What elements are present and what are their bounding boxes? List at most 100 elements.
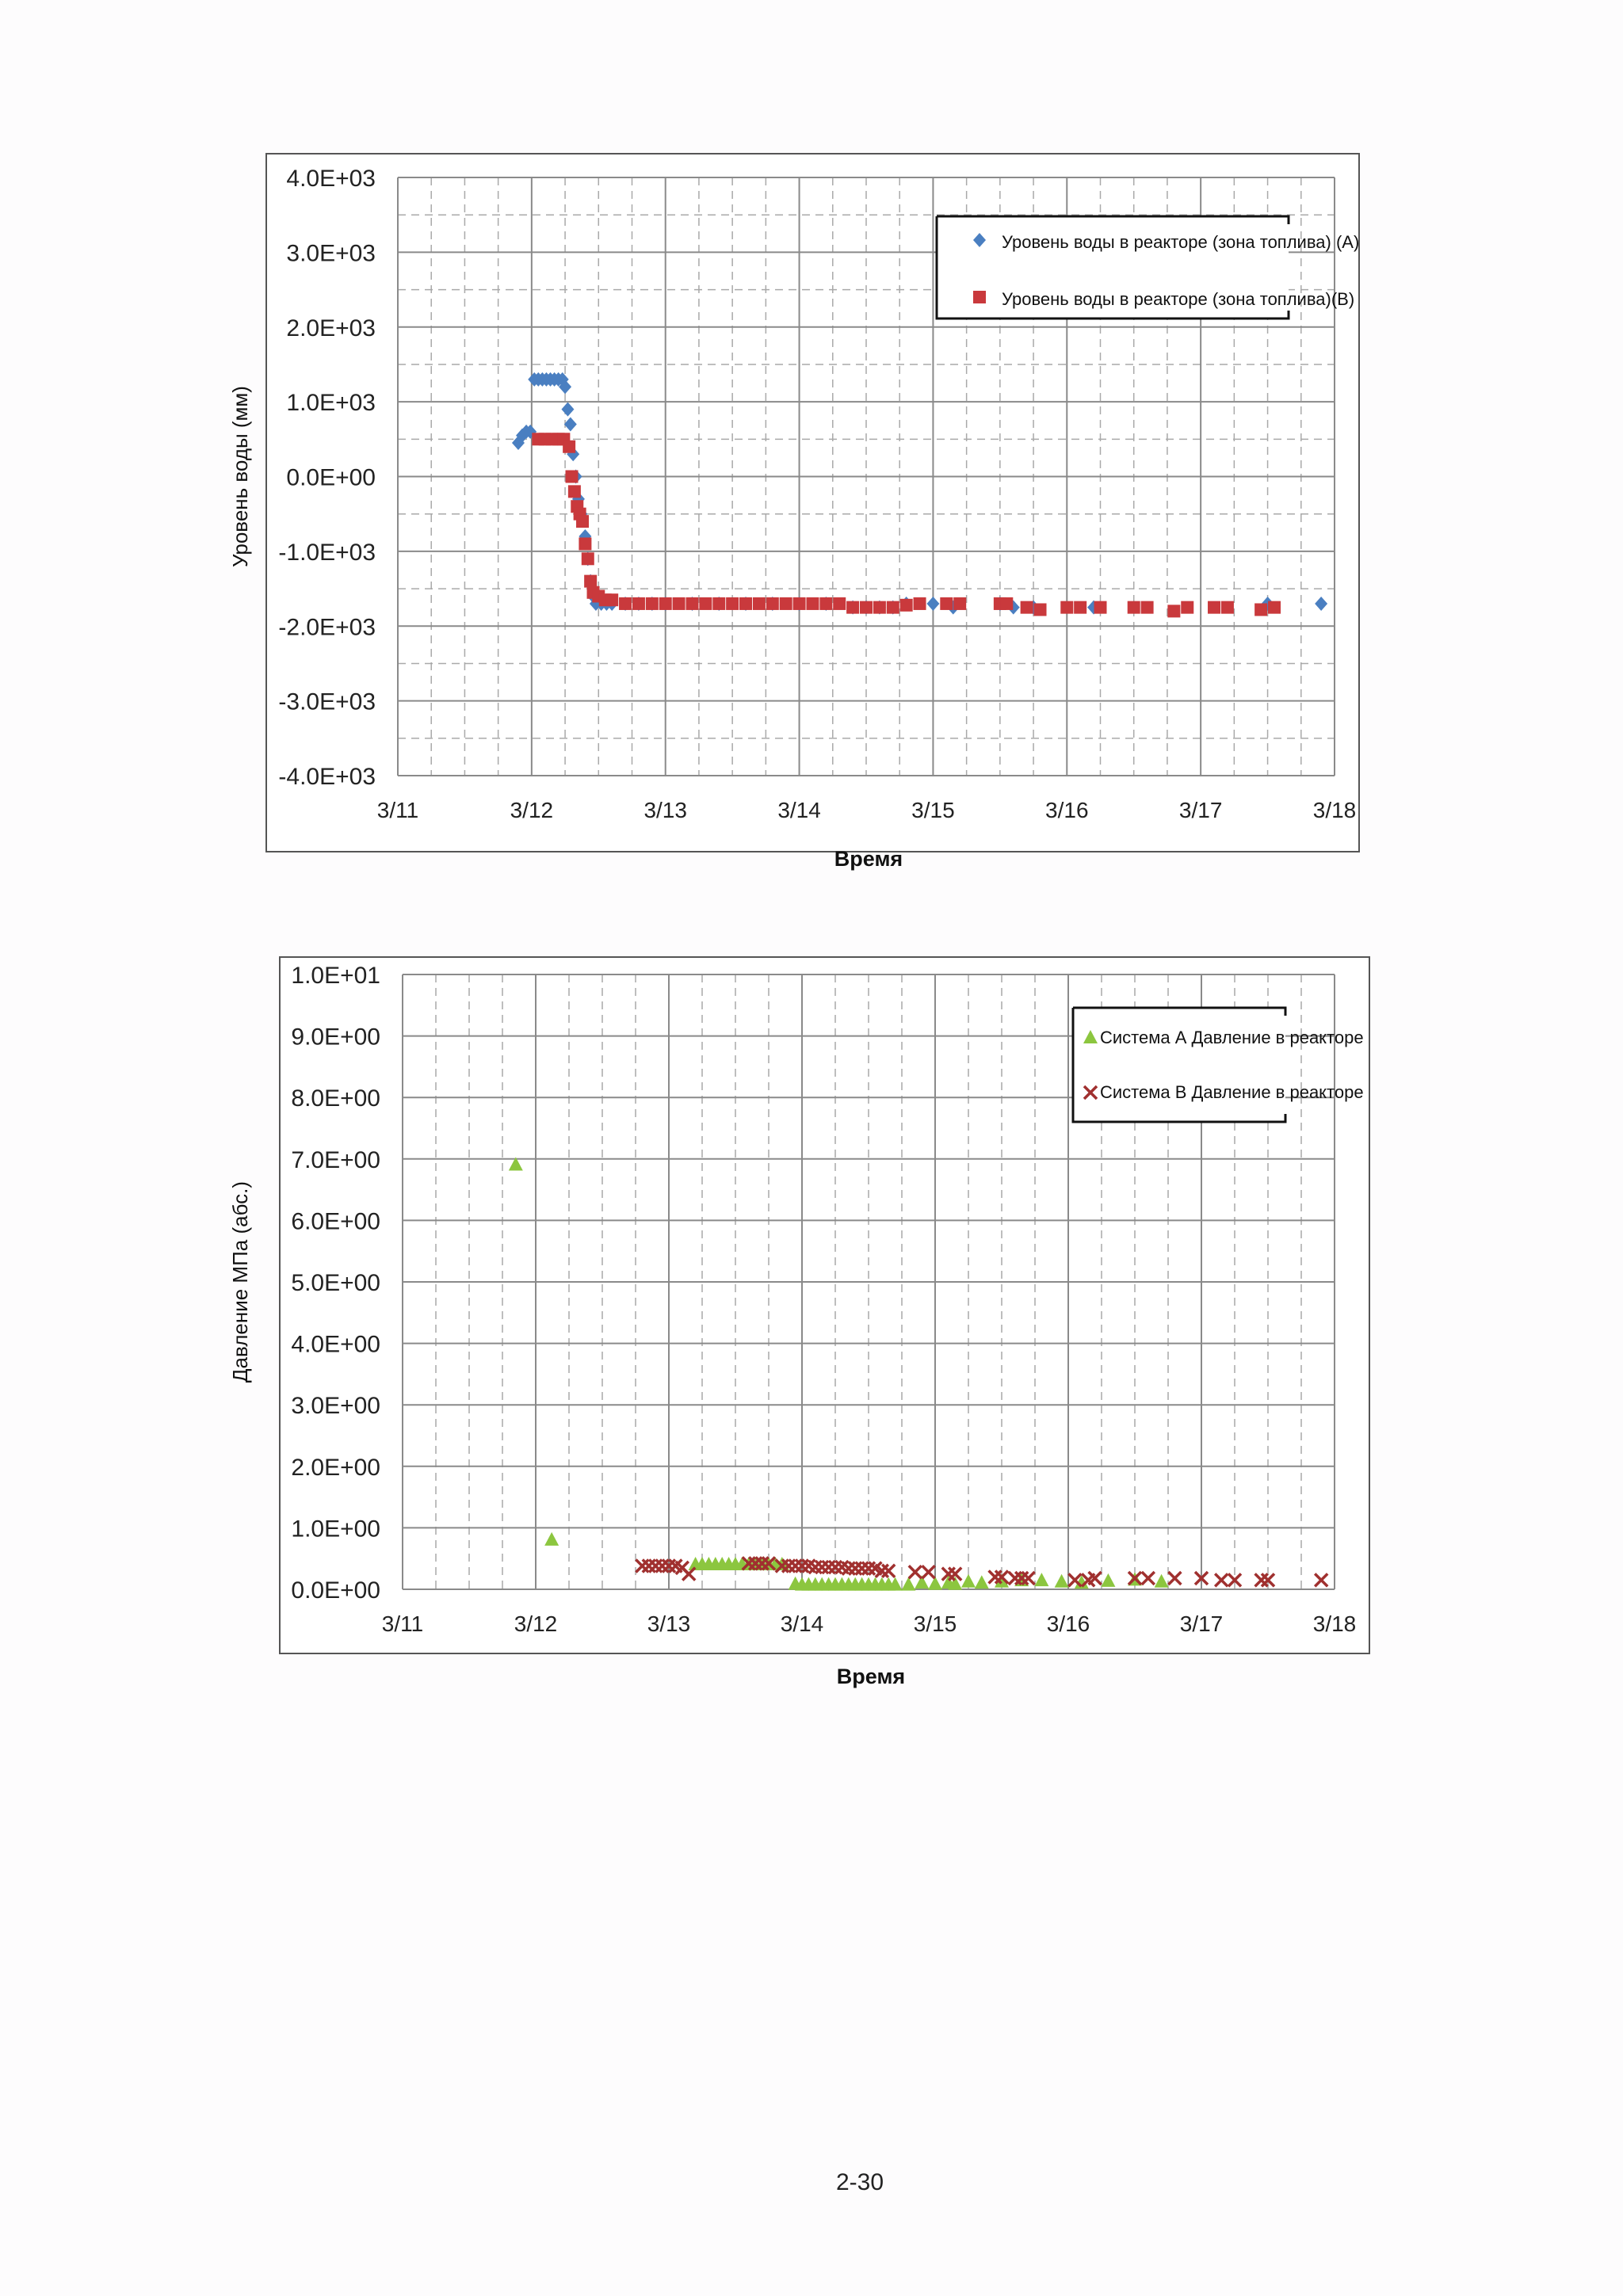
- data-point: [1087, 1570, 1102, 1586]
- data-point: [928, 1576, 942, 1590]
- chart-2: 1.0E+01 9.0E+00 8.0E+00 7.0E+00 6.0E+00 5.0E+…: [228, 956, 1370, 1688]
- data-point: [886, 601, 899, 614]
- data-point: [1021, 1570, 1036, 1586]
- x-tick-label: 3/15: [911, 798, 955, 822]
- legend: Система А Давление в реакторе Система В Д…: [1071, 1006, 1364, 1123]
- y-tick-label: -2.0E+03: [278, 614, 376, 640]
- data-point: [899, 598, 913, 612]
- data-point: [1127, 1570, 1143, 1586]
- data-point: [699, 597, 712, 610]
- y-tick-label: 0.0E+00: [286, 465, 376, 491]
- data-point: [819, 597, 833, 610]
- data-point: [659, 597, 672, 610]
- data-point: [846, 601, 860, 614]
- data-point: [605, 593, 619, 607]
- data-point: [1074, 1575, 1089, 1589]
- data-point: [1254, 603, 1268, 616]
- data-point: [1167, 605, 1181, 618]
- data-point: [926, 596, 940, 611]
- data-point: [761, 1556, 777, 1571]
- data-point: [1140, 1570, 1156, 1586]
- data-point: [1313, 1573, 1329, 1588]
- x-tick-label: 3/16: [1045, 798, 1089, 822]
- data-point: [563, 417, 577, 432]
- x-tick-label: 3/11: [382, 1611, 423, 1636]
- data-point: [873, 601, 886, 614]
- data-point: [1094, 601, 1107, 614]
- data-point: [948, 1576, 963, 1590]
- y-tick-label: 0.0E+00: [291, 1577, 380, 1604]
- y-axis-label: Уровень воды (мм): [228, 386, 252, 567]
- data-point: [632, 597, 645, 610]
- data-point: [579, 537, 592, 551]
- y-tick-label: 1.0E+01: [291, 963, 380, 989]
- data-point: [907, 1565, 923, 1580]
- data-point: [576, 515, 590, 528]
- y-axis-label: Давление МПа (абс.): [228, 1181, 252, 1383]
- data-point: [1227, 1573, 1243, 1588]
- data-point: [544, 1531, 559, 1546]
- y-tick-label: -4.0E+03: [278, 764, 376, 790]
- data-point: [1315, 596, 1328, 611]
- data-point: [1020, 601, 1033, 614]
- data-point: [995, 1573, 1009, 1588]
- data-point: [994, 1569, 1010, 1585]
- y-tick-label: 2.0E+00: [291, 1455, 380, 1481]
- x-tick-label: 3/17: [1180, 1611, 1224, 1636]
- data-point: [581, 552, 594, 566]
- data-point: [645, 597, 659, 610]
- data-point: [563, 440, 576, 453]
- data-point: [1127, 601, 1140, 614]
- data-point: [1074, 601, 1087, 614]
- data-point: [860, 601, 873, 614]
- y-tick-label: 3.0E+03: [286, 240, 376, 266]
- y-tick-label: 3.0E+00: [291, 1393, 380, 1419]
- data-point: [681, 1566, 697, 1581]
- x-tick-label: 3/12: [514, 1611, 558, 1636]
- data-point: [584, 574, 598, 588]
- x-tick-label: 3/11: [377, 798, 418, 822]
- legend-label: Уровень воды в реакторе (зона топлива) (…: [1002, 232, 1359, 252]
- x-tick-label: 3/12: [510, 798, 554, 822]
- data-point: [1140, 601, 1154, 614]
- y-tick-label: 6.0E+00: [291, 1208, 380, 1234]
- data-point: [508, 1157, 523, 1171]
- data-point: [559, 379, 572, 395]
- data-point: [974, 1575, 989, 1589]
- data-point: [1193, 1570, 1209, 1586]
- x-axis-label: Время: [837, 1665, 905, 1688]
- x-tick-label: 3/18: [1313, 1611, 1357, 1636]
- data-point: [561, 402, 575, 417]
- minor-gridlines: [435, 974, 1302, 1589]
- legend-background: [937, 216, 1289, 318]
- data-point: [940, 597, 953, 610]
- data-point: [774, 1556, 789, 1570]
- x-axis-label: Время: [834, 847, 903, 871]
- x-tick-label: 3/13: [647, 1611, 691, 1636]
- data-point: [766, 597, 779, 610]
- legend-background: [1073, 1008, 1285, 1122]
- data-point: [901, 1577, 916, 1591]
- data-point: [1154, 1573, 1169, 1588]
- legend-label: Система В Давление в реакторе: [1100, 1082, 1364, 1102]
- x-tick-label: 3/14: [781, 1611, 824, 1636]
- data-point: [915, 1575, 930, 1589]
- data-point: [1054, 1573, 1069, 1588]
- series-2-points: [532, 433, 1281, 618]
- data-point: [779, 597, 792, 610]
- data-point: [833, 597, 846, 610]
- x-tick-label: 3/13: [643, 798, 687, 822]
- data-point: [685, 597, 699, 610]
- data-point: [712, 597, 726, 610]
- data-point: [1060, 601, 1074, 614]
- legend-label: Уровень воды в реакторе (зона топлива)(B…: [1002, 289, 1354, 309]
- legend-border: [1071, 1006, 1287, 1123]
- data-point: [953, 597, 967, 610]
- chart-1: 4.0E+03 3.0E+03 2.0E+03 1.0E+03 0.0E+00 -1.0E…: [228, 153, 1360, 871]
- y-tick-label: 5.0E+00: [291, 1270, 380, 1296]
- legend-marker: [973, 233, 986, 247]
- data-point: [1208, 601, 1221, 614]
- data-point: [567, 485, 581, 498]
- page-number: 2-30: [835, 2169, 884, 2195]
